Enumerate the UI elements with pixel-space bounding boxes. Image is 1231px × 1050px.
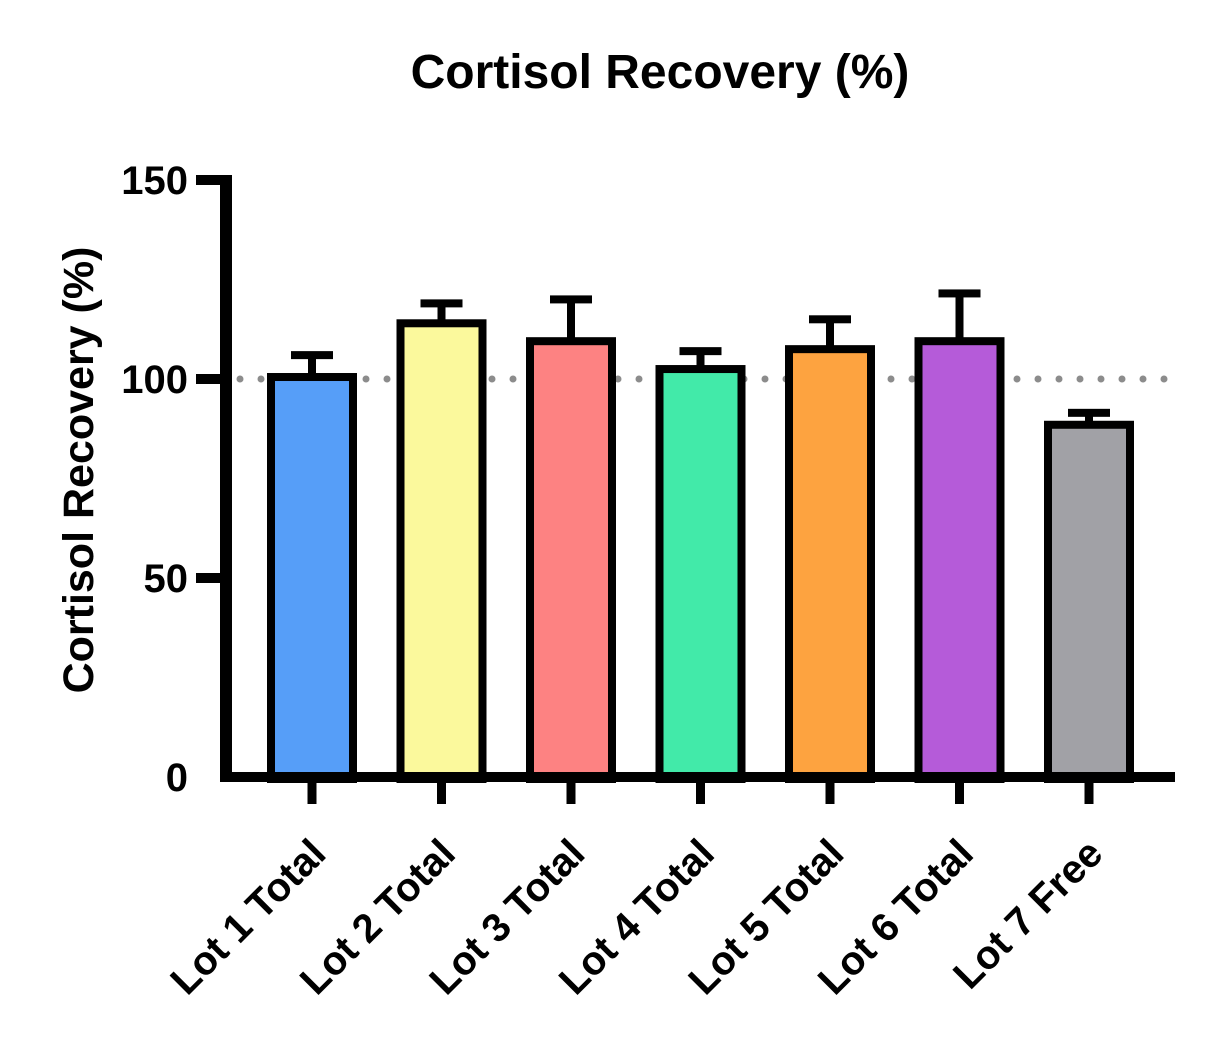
error-bar-cap bbox=[938, 289, 981, 298]
y-tick-mark bbox=[196, 175, 222, 185]
reference-line-dot bbox=[509, 375, 517, 383]
reference-line-dot bbox=[1097, 375, 1105, 383]
x-tick-mark bbox=[437, 777, 446, 804]
reference-line-dot bbox=[908, 375, 916, 383]
reference-line-dot bbox=[761, 375, 769, 383]
x-tick-mark bbox=[825, 777, 835, 804]
reference-line-dot bbox=[1118, 375, 1126, 383]
reference-line-dot bbox=[236, 375, 244, 383]
y-tick-label: 0 bbox=[166, 756, 188, 800]
reference-line-dot bbox=[257, 375, 265, 383]
y-tick-label: 100 bbox=[121, 358, 188, 402]
reference-line-dot bbox=[887, 375, 895, 383]
error-bar-cap bbox=[809, 315, 851, 324]
error-bar-stem bbox=[696, 351, 705, 376]
axes bbox=[196, 175, 1175, 804]
error-bar-cap bbox=[1068, 408, 1110, 417]
reference-line-dot bbox=[1160, 375, 1168, 383]
chart-title: Cortisol Recovery (%) bbox=[411, 46, 910, 99]
error-bar-stem bbox=[955, 293, 964, 348]
x-tick-mark bbox=[1084, 777, 1094, 804]
bar-lot-7-free bbox=[1044, 420, 1134, 783]
y-tick-mark bbox=[196, 573, 222, 583]
reference-line-dot bbox=[362, 375, 370, 383]
x-tick-mark bbox=[696, 777, 705, 804]
reference-line-dot bbox=[383, 375, 391, 383]
bars bbox=[267, 319, 1134, 783]
error-bar-cap bbox=[420, 299, 463, 308]
bar-lot-1-total bbox=[267, 373, 357, 783]
bar-lot-5-total bbox=[785, 345, 875, 783]
reference-line-dot bbox=[1076, 375, 1084, 383]
reference-line-dot bbox=[614, 375, 622, 383]
bar-lot-2-total bbox=[396, 319, 487, 783]
error-bar-cap bbox=[550, 295, 592, 304]
error-bar-stem bbox=[567, 299, 575, 348]
error-bar-stem bbox=[437, 303, 446, 330]
reference-line-dot bbox=[1013, 375, 1021, 383]
x-tick-mark bbox=[955, 777, 964, 804]
error-bar-stem bbox=[308, 355, 316, 384]
y-axis-label: Cortisol Recovery (%) bbox=[55, 247, 103, 694]
x-tick-mark bbox=[307, 777, 317, 804]
reference-line-dot bbox=[635, 375, 643, 383]
y-tick-label: 50 bbox=[144, 557, 189, 601]
x-tick-mark bbox=[566, 777, 576, 804]
bar-lot-6-total bbox=[914, 337, 1005, 783]
bar-lot-4-total bbox=[655, 365, 746, 783]
bar-lot-3-total bbox=[526, 337, 616, 783]
error-bar-stem bbox=[826, 319, 834, 356]
y-axis-line bbox=[220, 175, 232, 782]
reference-line-dot bbox=[1139, 375, 1147, 383]
error-bar-cap bbox=[291, 351, 333, 360]
reference-line-dot bbox=[1034, 375, 1042, 383]
reference-line-dot bbox=[1055, 375, 1063, 383]
y-tick-label: 150 bbox=[121, 159, 188, 203]
y-tick-labels: 0 50 100 150 bbox=[121, 159, 188, 800]
reference-line-dot bbox=[488, 375, 496, 383]
error-bar-cap bbox=[679, 347, 722, 356]
y-tick-mark bbox=[196, 374, 222, 384]
